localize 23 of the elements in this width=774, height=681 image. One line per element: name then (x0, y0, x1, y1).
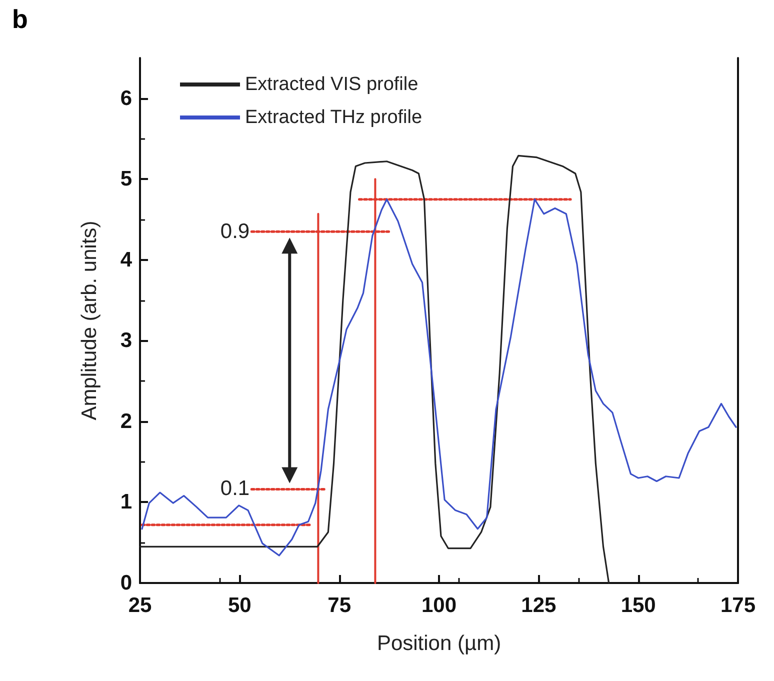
y-tick-label: 0 (120, 572, 132, 594)
y-tick-label: 4 (120, 248, 132, 272)
legend-label: Extracted THz profile (245, 107, 422, 128)
annotation: 0.9 (220, 220, 251, 244)
annotation: 0.1 (220, 477, 251, 502)
y-tick-label: 1 (120, 490, 132, 514)
line-series (141, 198, 737, 556)
x-tick-label: 175 (720, 594, 756, 617)
y-tick-label: 2 (120, 410, 132, 433)
y-axis-title: Amplitude (arb. units) (78, 220, 101, 420)
y-tick-label: 6 (120, 86, 132, 110)
x-tick-label: 75 (328, 594, 352, 617)
y-tick-label: 3 (120, 329, 132, 352)
x-tick-label: 100 (421, 594, 457, 617)
x-tick-label: 125 (521, 594, 556, 617)
y-tick-label: 5 (120, 168, 132, 191)
x-tick-label: 25 (128, 594, 152, 617)
x-axis-title: Position (µm) (376, 632, 502, 655)
legend-label: Extracted VIS profile (245, 74, 418, 95)
line-series (139, 154, 610, 584)
x-tick-label: 50 (228, 594, 252, 617)
x-tick-label: 150 (620, 594, 656, 617)
text: b (12, 4, 28, 35)
